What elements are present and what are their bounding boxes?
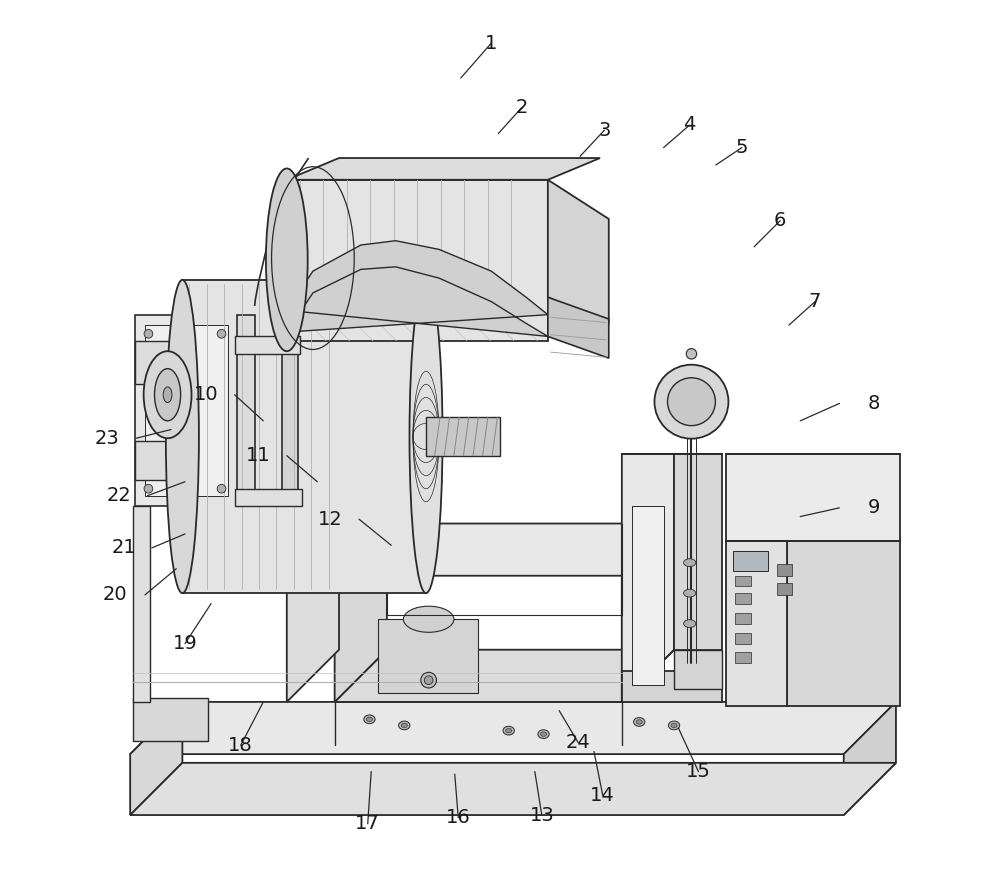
- Polygon shape: [735, 575, 751, 586]
- Ellipse shape: [634, 718, 645, 726]
- Ellipse shape: [636, 719, 642, 724]
- Polygon shape: [787, 541, 900, 706]
- Ellipse shape: [424, 676, 433, 684]
- Ellipse shape: [364, 715, 375, 724]
- Ellipse shape: [409, 280, 443, 593]
- Polygon shape: [135, 441, 174, 480]
- Polygon shape: [287, 524, 339, 702]
- Polygon shape: [133, 506, 150, 702]
- Ellipse shape: [506, 728, 512, 732]
- Polygon shape: [130, 702, 182, 815]
- Ellipse shape: [686, 348, 697, 359]
- Polygon shape: [735, 593, 751, 603]
- Ellipse shape: [399, 721, 410, 730]
- Polygon shape: [622, 524, 674, 702]
- Text: 14: 14: [590, 786, 615, 805]
- Polygon shape: [426, 417, 500, 456]
- Polygon shape: [674, 650, 722, 689]
- Polygon shape: [735, 652, 751, 663]
- Text: 22: 22: [106, 486, 131, 505]
- Text: 23: 23: [94, 429, 119, 448]
- Polygon shape: [182, 280, 426, 593]
- Polygon shape: [287, 241, 548, 336]
- Text: 16: 16: [446, 808, 471, 827]
- Text: 8: 8: [868, 394, 880, 413]
- Polygon shape: [548, 180, 609, 323]
- Polygon shape: [130, 702, 896, 754]
- Ellipse shape: [144, 329, 153, 338]
- Ellipse shape: [684, 589, 696, 597]
- Polygon shape: [135, 340, 174, 384]
- Text: 10: 10: [194, 385, 218, 404]
- Ellipse shape: [266, 168, 308, 351]
- Text: 11: 11: [246, 446, 270, 465]
- Text: 13: 13: [529, 806, 554, 824]
- Text: 12: 12: [318, 510, 343, 529]
- Text: 1: 1: [485, 34, 497, 52]
- Ellipse shape: [217, 485, 226, 493]
- Polygon shape: [726, 541, 787, 706]
- Ellipse shape: [144, 485, 153, 493]
- Polygon shape: [733, 552, 768, 572]
- Polygon shape: [335, 524, 387, 702]
- Ellipse shape: [166, 280, 199, 593]
- Polygon shape: [335, 650, 674, 702]
- Ellipse shape: [684, 559, 696, 567]
- Ellipse shape: [401, 723, 407, 727]
- Polygon shape: [145, 325, 228, 496]
- Polygon shape: [335, 524, 674, 575]
- Ellipse shape: [155, 368, 181, 421]
- Text: 24: 24: [566, 733, 591, 753]
- Polygon shape: [622, 454, 674, 702]
- Polygon shape: [287, 158, 600, 180]
- Ellipse shape: [366, 717, 373, 721]
- Ellipse shape: [163, 387, 172, 402]
- Text: 9: 9: [868, 498, 880, 518]
- Ellipse shape: [538, 730, 549, 739]
- Text: 7: 7: [809, 292, 821, 311]
- Polygon shape: [726, 454, 900, 541]
- Text: 17: 17: [355, 815, 380, 833]
- Text: 5: 5: [736, 138, 748, 157]
- Polygon shape: [237, 314, 255, 498]
- Polygon shape: [130, 763, 896, 815]
- Ellipse shape: [668, 378, 715, 426]
- Text: 20: 20: [103, 586, 128, 604]
- Polygon shape: [378, 619, 478, 693]
- Polygon shape: [735, 613, 751, 623]
- Polygon shape: [133, 698, 208, 741]
- Ellipse shape: [654, 365, 728, 438]
- Text: 18: 18: [228, 736, 253, 755]
- Text: 21: 21: [112, 539, 136, 557]
- Polygon shape: [235, 489, 302, 506]
- Polygon shape: [632, 506, 664, 684]
- Ellipse shape: [217, 329, 226, 338]
- Text: 3: 3: [598, 120, 611, 140]
- Text: 2: 2: [516, 98, 528, 117]
- Ellipse shape: [684, 620, 696, 628]
- Polygon shape: [735, 633, 751, 643]
- Polygon shape: [287, 180, 548, 340]
- Polygon shape: [777, 564, 792, 575]
- Polygon shape: [287, 524, 391, 575]
- Polygon shape: [844, 702, 896, 815]
- Polygon shape: [135, 314, 239, 506]
- Ellipse shape: [540, 732, 547, 736]
- Text: 15: 15: [686, 762, 711, 781]
- Ellipse shape: [503, 726, 514, 735]
- Polygon shape: [622, 671, 722, 702]
- Ellipse shape: [144, 351, 192, 438]
- Polygon shape: [282, 332, 298, 498]
- Polygon shape: [777, 582, 792, 595]
- Ellipse shape: [421, 672, 436, 688]
- Polygon shape: [548, 298, 609, 358]
- Ellipse shape: [671, 723, 677, 727]
- Text: 4: 4: [684, 115, 696, 134]
- Text: 19: 19: [173, 634, 197, 653]
- Polygon shape: [674, 454, 722, 650]
- Ellipse shape: [668, 721, 680, 730]
- Ellipse shape: [403, 606, 454, 632]
- Text: 6: 6: [774, 211, 786, 230]
- Polygon shape: [235, 336, 300, 354]
